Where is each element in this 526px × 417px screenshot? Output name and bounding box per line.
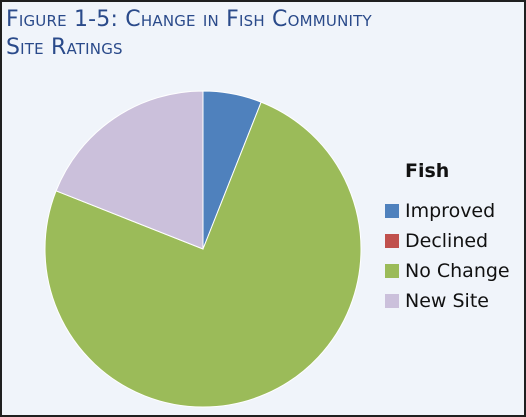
legend-label: Improved <box>405 200 495 222</box>
legend-title: Fish <box>405 160 510 182</box>
legend-item-improved: Improved <box>385 196 510 226</box>
legend-label: No Change <box>405 260 510 282</box>
legend-item-no-change: No Change <box>385 256 510 286</box>
legend-swatch <box>385 234 399 248</box>
legend-swatch <box>385 264 399 278</box>
legend-item-declined: Declined <box>385 226 510 256</box>
legend-swatch <box>385 204 399 218</box>
legend-swatch <box>385 294 399 308</box>
legend-item-new-site: New Site <box>385 286 510 316</box>
legend-label: Declined <box>405 230 488 252</box>
legend-label: New Site <box>405 290 489 312</box>
chart-legend: Fish Improved Declined No Change New Site <box>385 160 510 316</box>
